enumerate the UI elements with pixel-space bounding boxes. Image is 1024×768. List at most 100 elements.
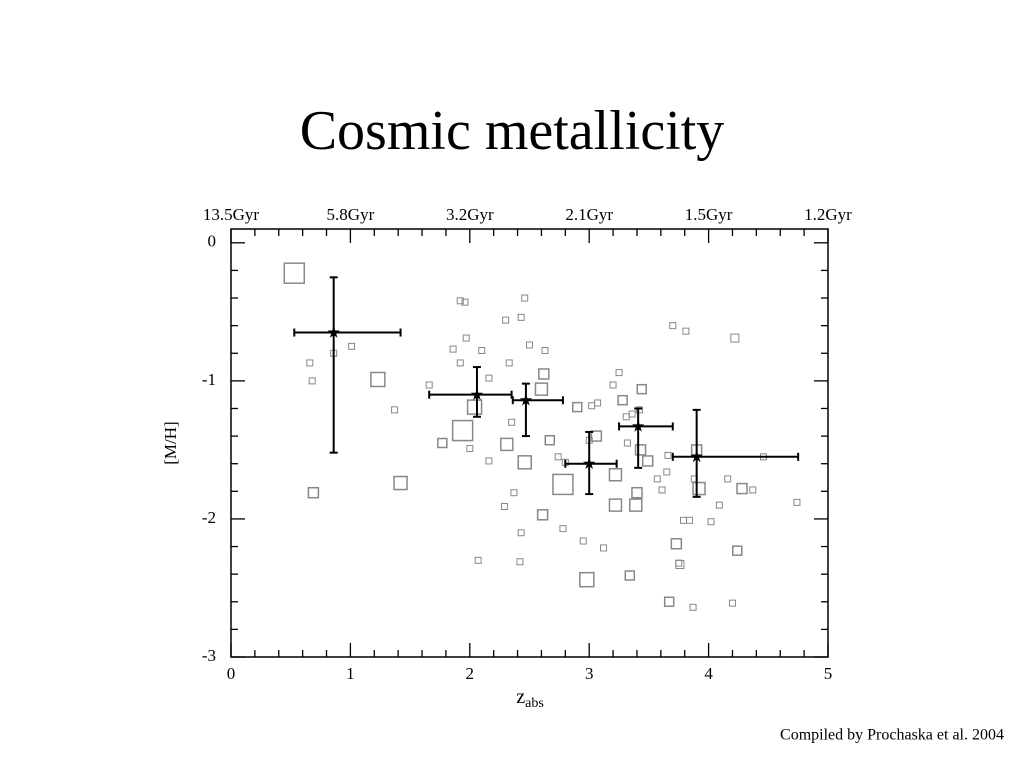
data-square [517,313,525,321]
x2-tick-label: 5.8Gyr [327,205,375,224]
x-axis-label-main: z [516,686,525,708]
x-axis-label-sub: abs [525,696,544,711]
data-square [670,538,683,550]
data-square [474,556,482,564]
data-square [689,603,697,611]
x-tick-label: 5 [824,664,833,683]
data-square [636,383,647,395]
data-square [749,486,757,494]
data-square [658,486,666,494]
data-square [554,453,562,461]
data-square [730,333,740,343]
data-square [451,419,474,442]
data-square [641,455,654,467]
data-square [307,486,320,499]
data-square [505,359,513,367]
data-square [425,381,433,389]
data-square [631,486,643,499]
data-square [306,359,314,367]
bin-star [519,393,533,406]
x-tick-label: 0 [227,664,236,683]
data-square [559,525,567,533]
data-square [615,369,623,377]
slide-title: Cosmic metallicity [300,100,725,162]
data-square [526,341,533,349]
x2-tick-label: 1.2Gyr [804,205,852,224]
x2-tick-label: 2.1Gyr [565,205,613,224]
data-square [485,374,493,382]
data-square [634,444,647,456]
data-square [308,377,316,385]
data-square [608,468,623,482]
data-square [391,406,399,414]
data-square [617,394,628,406]
data-square [669,322,677,330]
data-square [680,516,688,524]
data-square [466,399,483,415]
data-square [724,475,732,483]
x-tick-label: 3 [585,664,594,683]
data-square [624,570,636,581]
data-square [370,371,386,388]
data-square [348,342,356,350]
data-square [500,503,508,511]
data-square [664,451,672,459]
data-square [715,501,723,509]
x-axis-label: zabs [516,686,544,712]
data-square [517,455,532,470]
data-square [283,262,306,284]
data-square [653,475,661,483]
data-square [538,368,550,380]
bin-star [632,419,645,432]
data-square [541,346,549,354]
data-square [579,571,595,588]
data-square [732,545,743,556]
data-square [437,437,448,449]
data-square [675,559,683,567]
data-square [579,537,587,545]
bin-star [470,388,484,400]
caption: Compiled by Prochaska et al. 2004 [780,727,1004,744]
y-tick-label: -2 [202,508,216,527]
bin-star [583,457,596,469]
data-square [736,482,748,495]
x2-tick-label: 3.2Gyr [446,205,494,224]
data-square [393,475,408,491]
data-square [682,327,690,335]
data-square [552,473,574,496]
data-square [635,406,643,414]
data-square [449,345,457,353]
data-square [600,544,608,552]
data-square [544,434,556,446]
x2-tick-label: 13.5Gyr [203,205,260,224]
y-tick-label: 0 [208,232,217,251]
y-axis-label: [M/H] [161,421,180,464]
data-square [675,559,685,569]
data-square [516,558,524,566]
data-square [461,298,469,306]
data-square [685,516,693,524]
data-square [629,498,643,512]
data-square [608,498,623,512]
data-square [572,401,583,413]
data-square [588,402,596,410]
data-square [793,498,801,506]
data-square [456,297,464,305]
data-square [594,399,602,407]
data-square [663,596,675,608]
data-square [517,529,525,537]
x2-tick-label: 1.5Gyr [685,205,733,224]
data-square [456,359,464,367]
data-square [466,445,474,453]
x-tick-label: 4 [704,664,713,683]
data-square [534,382,549,396]
data-square [609,381,617,389]
data-square [728,599,736,607]
plot-frame [230,228,829,658]
bin-star [690,450,703,463]
y-tick-label: -3 [202,646,216,665]
data-square [590,430,603,442]
data-square [623,439,631,447]
data-square [462,334,470,342]
